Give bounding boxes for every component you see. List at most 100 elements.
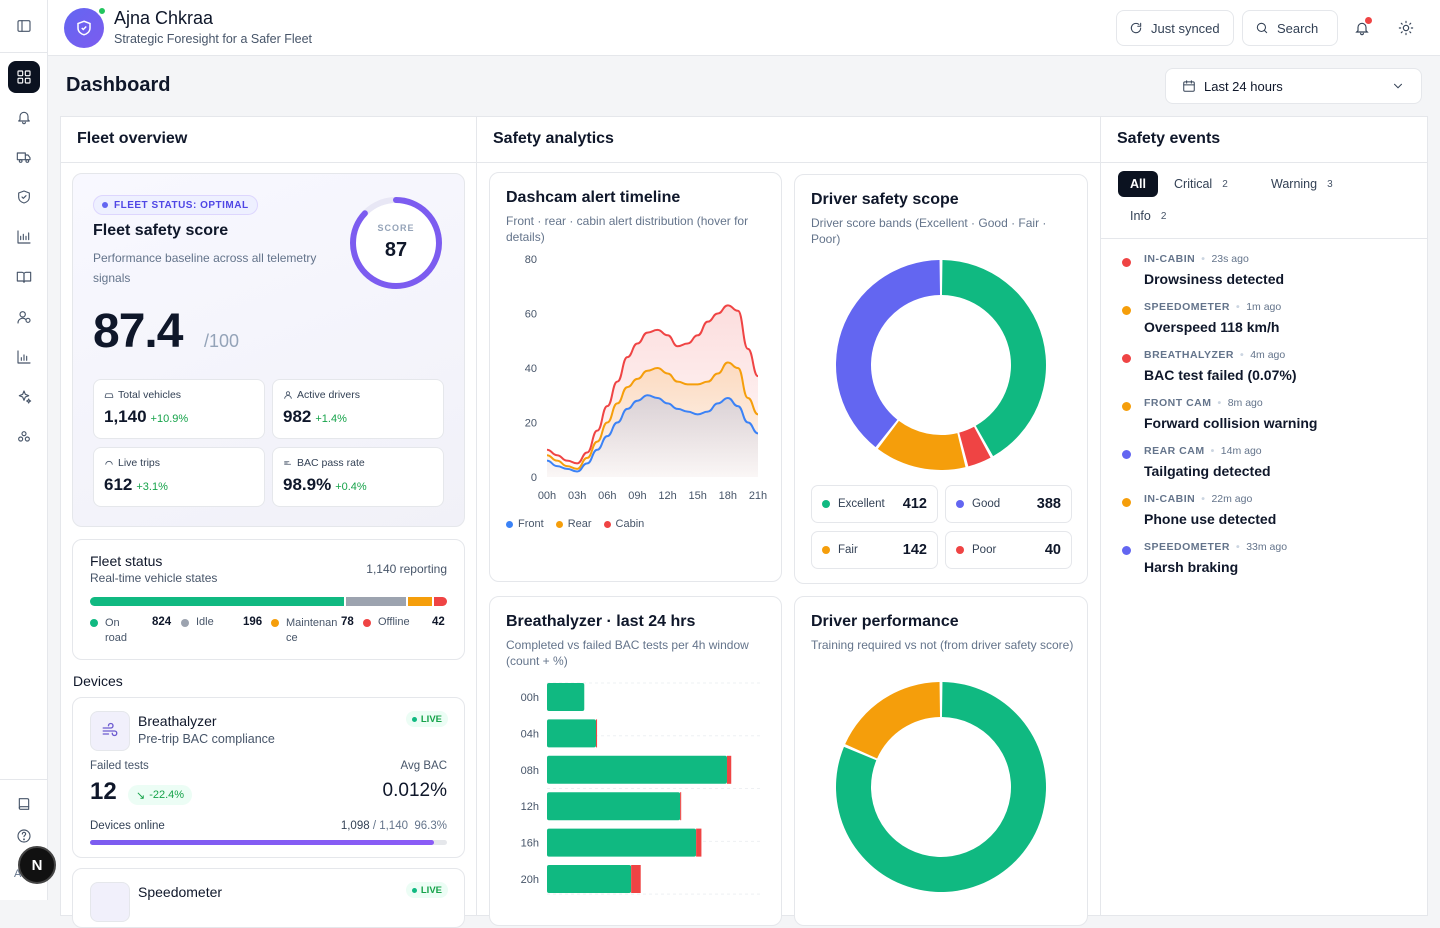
event-category: FRONT CAM • 8m ago <box>1144 397 1263 409</box>
performance-donut-chart[interactable] <box>831 677 1051 897</box>
bar-failed-20h[interactable] <box>631 865 641 893</box>
shield-icon[interactable] <box>8 181 40 213</box>
bar-completed-16h[interactable] <box>547 828 697 857</box>
speedometer-icon <box>90 882 130 922</box>
series-line-front[interactable] <box>546 394 759 473</box>
device-card-breathalyzer[interactable]: Breathalyzer Pre-trip BAC compliance LIV… <box>72 697 465 858</box>
live-badge: LIVE <box>405 882 448 898</box>
search-button[interactable]: Search <box>1242 10 1338 46</box>
event-item[interactable]: FRONT CAM • 8m ago Forward collision warnin… <box>1122 397 1422 437</box>
status-segment-0 <box>90 597 344 606</box>
event-title: Phone use detected <box>1144 511 1277 527</box>
tab-critical[interactable]: Critical 2 <box>1174 177 1228 191</box>
tab-warning[interactable]: Warning 3 <box>1271 177 1333 191</box>
device-description: Pre-trip BAC compliance <box>138 732 275 746</box>
legend-item: Cabin <box>603 518 644 530</box>
donut-slice-good[interactable] <box>836 260 941 448</box>
breath-title: Breathalyzer · last 24 hrs <box>506 613 696 630</box>
fleet-status-card: Fleet status Real-time vehicle states 1,… <box>72 539 465 660</box>
bar-completed-08h[interactable] <box>547 755 727 784</box>
bar-completed-12h[interactable] <box>547 792 681 821</box>
failed-tests-value: 12 <box>90 778 117 805</box>
kpi-live-trips: Live trips 612 +3.1% <box>93 447 265 507</box>
series-line-rear[interactable] <box>546 361 759 470</box>
bar-completed-20h[interactable] <box>547 865 632 893</box>
driver-performance-card: Driver performance Training required vs … <box>794 596 1088 926</box>
event-title: Harsh braking <box>1144 559 1239 575</box>
x-tick-label: 15h <box>689 490 707 502</box>
breath-bar-chart[interactable]: 00h 04h 08h 12h 16h 20h <box>490 677 783 907</box>
failed-tests-label: Failed tests <box>90 760 149 772</box>
dashboard-icon[interactable] <box>8 61 40 93</box>
event-item[interactable]: SPEEDOMETER • 33m ago Harsh braking <box>1122 541 1422 581</box>
help-icon[interactable] <box>8 820 40 852</box>
truck-icon[interactable] <box>8 141 40 173</box>
severity-dot <box>1122 402 1131 411</box>
event-title: Drowsiness detected <box>1144 271 1285 287</box>
bar-failed-12h[interactable] <box>680 792 682 821</box>
y-tick-label: 04h <box>521 728 539 740</box>
theme-sun-icon[interactable] <box>1392 14 1420 42</box>
sparkles-icon[interactable] <box>8 381 40 413</box>
ring-value: 87 <box>385 239 407 261</box>
event-item[interactable]: BREATHALYZER • 4m ago BAC test failed (0.07… <box>1122 349 1422 389</box>
donut-slice-poor[interactable] <box>959 426 991 467</box>
event-category: SPEEDOMETER • 33m ago <box>1144 541 1288 553</box>
notifications-bell-icon[interactable] <box>1348 14 1376 42</box>
y-tick-label: 12h <box>521 801 539 813</box>
fleet-status-bar <box>90 597 447 606</box>
car-icon <box>104 393 114 398</box>
status-segment-3 <box>434 597 447 606</box>
device-name: Breathalyzer <box>138 713 217 729</box>
events-divider <box>1101 238 1427 239</box>
y-tick-label: 0 <box>531 472 537 484</box>
series-line-cabin[interactable] <box>546 304 759 465</box>
event-item[interactable]: REAR CAM • 14m ago Tailgating detected <box>1122 445 1422 485</box>
event-title: BAC test failed (0.07%) <box>1144 367 1297 383</box>
wind-icon <box>90 711 130 751</box>
user-icon <box>284 391 292 399</box>
donut-slice-training-not-required[interactable] <box>836 682 1046 892</box>
reports-bar-icon[interactable] <box>8 341 40 373</box>
book-open-icon[interactable] <box>8 261 40 293</box>
event-category: BREATHALYZER • 4m ago <box>1144 349 1286 361</box>
device-card-speedometer[interactable]: Speedometer LIVE <box>72 868 465 928</box>
integrations-icon[interactable] <box>8 421 40 453</box>
x-tick-label: 21h <box>749 490 767 502</box>
tab-all[interactable]: All <box>1118 171 1158 197</box>
analytics-chart-icon[interactable] <box>8 221 40 253</box>
event-category: IN-CABIN • 23s ago <box>1144 253 1249 265</box>
trend-down-icon: ↘ <box>136 789 146 802</box>
bar-failed-04h[interactable] <box>595 719 598 748</box>
drivers-icon[interactable] <box>8 301 40 333</box>
sync-label: Just synced <box>1151 20 1220 36</box>
donut-slice-fair[interactable] <box>877 420 966 470</box>
time-range-select[interactable]: Last 24 hours <box>1165 68 1422 104</box>
donut-slice-training-required[interactable] <box>845 682 941 759</box>
search-icon <box>1256 22 1268 34</box>
user-avatar[interactable]: N <box>18 846 56 884</box>
sync-button[interactable]: Just synced <box>1116 10 1234 46</box>
event-item[interactable]: IN-CABIN • 22m ago Phone use detected <box>1122 493 1422 533</box>
event-item[interactable]: SPEEDOMETER • 1m ago Overspeed 118 km/h <box>1122 301 1422 341</box>
x-tick-label: 09h <box>628 490 646 502</box>
tab-info[interactable]: Info 2 <box>1130 209 1167 223</box>
band-tile-good: Good 388 <box>945 485 1072 523</box>
fleet-status-subtitle: Real-time vehicle states <box>90 571 218 585</box>
docs-book-icon[interactable] <box>8 788 40 820</box>
bar-failed-16h[interactable] <box>696 828 702 857</box>
dashcam-area-chart[interactable]: 0 20 40 60 80 00h 03h 06h 09h 12h 15h 18h 21h <box>490 247 783 537</box>
event-item[interactable]: IN-CABIN • 23s ago Drowsiness detected <box>1122 253 1422 293</box>
y-tick-label: 60 <box>525 309 537 321</box>
scope-subtitle: Driver score bands (Excellent · Good · F… <box>811 216 1047 246</box>
notification-dot <box>1365 17 1372 24</box>
bar-failed-08h[interactable] <box>726 755 732 784</box>
bar-completed-00h[interactable] <box>547 683 585 711</box>
performance-subtitle: Training required vs not (from driver sa… <box>811 638 1074 652</box>
bar-completed-04h[interactable] <box>547 719 596 748</box>
ring-label: SCORE <box>377 223 414 233</box>
sidebar-toggle-icon[interactable] <box>8 10 40 42</box>
scope-donut-chart[interactable] <box>831 255 1051 475</box>
donut-slice-excellent[interactable] <box>941 260 1046 457</box>
alerts-bell-icon[interactable] <box>8 101 40 133</box>
